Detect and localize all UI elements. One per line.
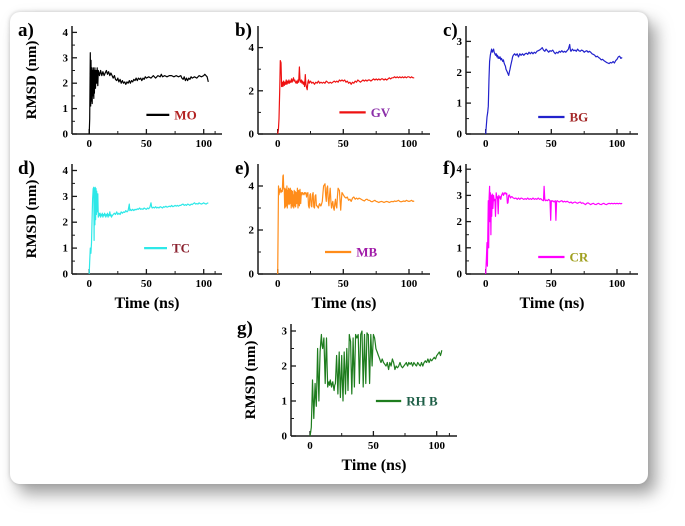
chart-cr: 0 50 100 0 1 2 3 4 Time (ns) CR [457,164,638,312]
panel-d: d) 0 50 100 0 1 2 3 4 RMSD (nm) Time (ns) TC [16,156,230,316]
svg-text:0: 0 [86,278,92,290]
svg-text:4: 4 [249,42,255,54]
panel-a-letter: a) [18,20,34,41]
svg-text:BG: BG [570,110,589,125]
svg-text:4: 4 [63,165,69,177]
svg-text:0: 0 [86,138,92,150]
svg-text:0: 0 [282,431,288,443]
svg-text:3: 3 [282,326,288,338]
svg-text:100: 100 [195,278,212,290]
svg-text:1: 1 [282,396,288,408]
chart-rhb: 0 50 100 0 1 2 3 RMSD (nm) Time (ns) RH B [243,324,457,474]
figure-card: a) 0 50 100 0 1 2 3 4 RMSD (nm) MO b) 0 50 100 0 2 4 GV… [10,12,648,484]
svg-text:0: 0 [249,269,255,281]
svg-text:CR: CR [570,250,589,265]
svg-text:3: 3 [63,191,69,203]
svg-text:RMSD (nm): RMSD (nm) [24,180,40,259]
panel-f: f) 0 50 100 0 1 2 3 4 Time (ns) CR [438,156,646,316]
panel-g: g) 0 50 100 0 1 2 3 RMSD (nm) Time (ns) RH B [235,316,465,478]
svg-text:RMSD (nm): RMSD (nm) [243,341,259,420]
panel-c-letter: c) [443,20,458,41]
svg-text:0: 0 [249,129,255,141]
svg-text:0: 0 [275,278,281,290]
svg-text:4: 4 [249,181,255,193]
chart-gv: 0 50 100 0 2 4 GV [249,26,430,150]
svg-text:MB: MB [356,245,377,260]
svg-text:RH B: RH B [406,394,438,409]
svg-text:2: 2 [457,216,463,228]
svg-text:0: 0 [457,129,463,141]
svg-text:50: 50 [141,278,153,290]
svg-text:2: 2 [249,225,255,237]
svg-text:1: 1 [63,103,69,115]
panel-b: b) 0 50 100 0 2 4 GV [230,18,438,156]
svg-text:0: 0 [457,269,463,281]
svg-text:2: 2 [63,78,69,90]
svg-text:MO: MO [174,107,196,122]
figure-row-3: g) 0 50 100 0 1 2 3 RMSD (nm) Time (ns) RH B [16,316,648,478]
panel-c: c) 0 50 100 0 1 2 3 BG [438,18,646,156]
svg-text:1: 1 [63,243,69,255]
chart-mo: 0 50 100 0 1 2 3 4 RMSD (nm) MO [24,26,222,150]
svg-text:GV: GV [371,105,391,120]
svg-text:100: 100 [609,278,626,290]
svg-text:Time (ns): Time (ns) [311,295,376,312]
svg-text:100: 100 [609,138,626,150]
svg-text:100: 100 [401,278,418,290]
svg-text:100: 100 [428,440,445,452]
panel-a: a) 0 50 100 0 1 2 3 4 RMSD (nm) MO [16,18,230,156]
svg-text:RMSD (nm): RMSD (nm) [24,41,40,120]
svg-text:2: 2 [282,361,288,373]
svg-text:0: 0 [275,138,281,150]
svg-text:1: 1 [457,242,463,254]
chart-bg: 0 50 100 0 1 2 3 BG [457,26,638,150]
chart-tc: 0 50 100 0 1 2 3 4 RMSD (nm) Time (ns) TC [24,164,222,312]
panel-d-letter: d) [18,158,35,179]
panel-e-letter: e) [235,158,250,179]
svg-text:100: 100 [195,138,212,150]
panel-b-letter: b) [235,20,252,41]
svg-text:2: 2 [63,217,69,229]
chart-mb: 0 50 100 0 2 4 Time (ns) MB [249,164,430,312]
panel-e: e) 0 50 100 0 2 4 Time (ns) MB [230,156,438,316]
svg-text:0: 0 [483,278,489,290]
svg-text:1: 1 [457,98,463,110]
svg-text:3: 3 [457,190,463,202]
svg-text:50: 50 [338,278,350,290]
svg-text:100: 100 [401,138,418,150]
svg-text:2: 2 [249,85,255,97]
svg-text:0: 0 [307,440,313,452]
svg-text:0: 0 [63,269,69,281]
svg-text:0: 0 [483,138,489,150]
svg-text:Time (ns): Time (ns) [341,457,406,474]
svg-text:50: 50 [368,440,380,452]
svg-text:3: 3 [63,52,69,64]
svg-text:50: 50 [546,278,558,290]
panel-g-letter: g) [237,318,253,339]
svg-text:Time (ns): Time (ns) [114,295,179,312]
svg-text:50: 50 [546,138,558,150]
svg-text:50: 50 [338,138,350,150]
svg-text:0: 0 [63,129,69,141]
svg-text:3: 3 [457,36,463,48]
svg-text:2: 2 [457,67,463,79]
svg-text:Time (ns): Time (ns) [519,295,584,312]
svg-text:50: 50 [141,138,153,150]
svg-text:4: 4 [63,27,69,39]
figure-row-1: a) 0 50 100 0 1 2 3 4 RMSD (nm) MO b) 0 50 100 0 2 4 GV… [16,18,648,156]
svg-text:4: 4 [457,164,463,176]
svg-text:TC: TC [172,241,190,256]
panel-f-letter: f) [443,158,456,179]
